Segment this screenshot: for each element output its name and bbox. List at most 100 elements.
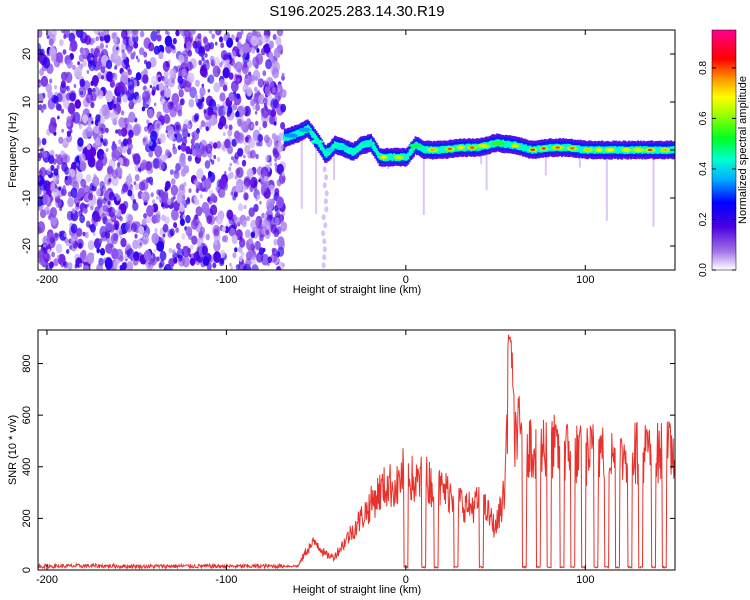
noise-blob	[93, 211, 100, 222]
noise-blob	[167, 125, 174, 136]
noise-blob	[67, 262, 73, 270]
noise-blob	[38, 93, 44, 103]
noise-blob	[54, 195, 61, 203]
noise-blob	[50, 215, 58, 226]
noise-blob	[93, 48, 100, 58]
noise-blob	[95, 36, 99, 42]
noise-blob	[162, 101, 171, 114]
noise-blob	[87, 240, 95, 251]
noise-blob	[175, 30, 180, 37]
noise-blob	[180, 142, 187, 152]
noise-blob	[171, 78, 175, 84]
noise-blob	[94, 137, 101, 146]
noise-blob	[156, 196, 159, 200]
ridge-cell	[387, 153, 390, 161]
noise-blob	[134, 233, 138, 239]
noise-blob	[142, 86, 146, 91]
noise-blob	[241, 219, 247, 228]
noise-blob	[46, 35, 50, 40]
spectral-streak	[324, 206, 329, 213]
noise-blob	[127, 79, 135, 91]
noise-blob	[99, 180, 105, 190]
noise-blob	[223, 107, 227, 112]
noise-blob	[150, 130, 158, 143]
noise-blob	[188, 253, 192, 258]
noise-blob	[60, 30, 65, 34]
noise-blob	[268, 114, 276, 125]
ridge-peak-core	[530, 148, 535, 151]
noise-blob	[208, 30, 213, 35]
noise-blob	[151, 199, 156, 205]
noise-blob	[114, 65, 118, 70]
noise-blob	[70, 187, 78, 199]
noise-blob	[120, 110, 125, 116]
noise-blob	[106, 59, 113, 70]
spectrogram-y-tick-label: 0	[21, 147, 33, 153]
noise-blob	[156, 140, 159, 145]
ridge-cell	[334, 141, 337, 149]
noise-blob	[40, 147, 45, 154]
spectrogram-y-tick-label: -10	[21, 190, 33, 206]
noise-blob	[226, 37, 234, 48]
noise-blob	[54, 85, 57, 90]
colorbar-label: Normalized spectral amplitude	[737, 76, 749, 224]
noise-blob	[254, 86, 258, 93]
ridge-peak-core	[470, 146, 475, 149]
ridge-cell	[410, 148, 413, 156]
noise-blob	[223, 132, 226, 137]
noise-blob	[128, 111, 136, 123]
noise-blob	[55, 52, 64, 63]
noise-blob	[268, 51, 274, 60]
noise-blob	[102, 259, 105, 264]
noise-blob	[248, 237, 253, 245]
colorbar-tick-label: 0.0	[698, 263, 709, 277]
noise-blob	[77, 137, 84, 147]
noise-blob	[194, 112, 200, 120]
noise-blob	[143, 213, 147, 219]
noise-blob	[50, 164, 55, 172]
noise-blob	[276, 91, 282, 100]
ridge-cell	[425, 146, 428, 153]
noise-blob	[259, 200, 262, 205]
noise-blob	[142, 137, 148, 146]
noise-blob	[92, 176, 100, 188]
noise-blob	[203, 63, 207, 69]
noise-blob	[66, 210, 74, 221]
noise-blob	[51, 251, 55, 258]
ridge-cell	[322, 147, 325, 155]
ridge-cell	[336, 142, 339, 150]
noise-blob	[136, 95, 142, 104]
ridge-cell	[298, 129, 301, 137]
noise-blob	[81, 114, 89, 124]
noise-blob	[67, 102, 76, 115]
noise-blob	[191, 64, 194, 69]
noise-blob	[88, 193, 94, 201]
noise-blob	[264, 225, 267, 230]
noise-blob	[246, 88, 252, 97]
spectral-streak	[323, 198, 328, 205]
noise-blob	[61, 128, 64, 133]
noise-blob	[203, 108, 212, 120]
colorbar-gradient	[711, 29, 737, 271]
noise-blob	[213, 105, 218, 113]
noise-blob	[181, 136, 188, 146]
noise-blob	[216, 157, 221, 162]
noise-blob	[104, 218, 113, 231]
noise-blob	[55, 243, 63, 254]
noise-blob	[236, 160, 240, 166]
noise-blob	[236, 167, 244, 179]
noise-blob	[38, 30, 43, 38]
noise-blob	[156, 111, 163, 120]
noise-blob	[227, 129, 233, 137]
ridge-cell	[581, 146, 583, 154]
noise-blob	[60, 108, 65, 114]
noise-blob	[125, 175, 133, 186]
noise-blob	[154, 213, 161, 224]
noise-blob	[219, 61, 223, 68]
noise-blob	[90, 205, 94, 211]
noise-blob	[143, 51, 148, 58]
noise-blob	[212, 65, 221, 78]
ridge-peak-core	[430, 148, 435, 152]
noise-blob	[198, 183, 204, 191]
noise-blob	[242, 51, 250, 64]
